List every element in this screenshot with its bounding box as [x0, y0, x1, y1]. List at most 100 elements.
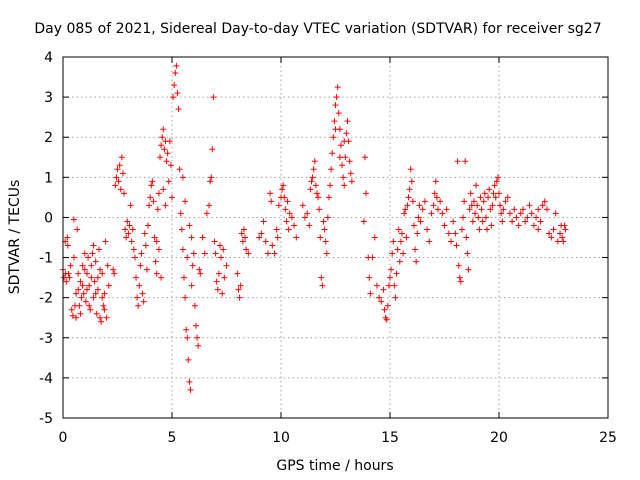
data-point [537, 218, 544, 225]
data-point [467, 190, 474, 197]
y-tick-label: 4 [44, 50, 53, 66]
data-point [557, 230, 564, 237]
y-tick-label: 1 [44, 170, 53, 186]
data-point [203, 210, 210, 217]
data-point [405, 194, 412, 201]
data-point [498, 210, 505, 217]
data-point [391, 282, 398, 289]
data-point [104, 262, 111, 269]
data-point [535, 226, 542, 233]
data-point [239, 238, 246, 245]
plot-frame [62, 56, 609, 419]
data-point [552, 210, 559, 217]
data-point [221, 274, 228, 281]
data-point [101, 306, 108, 313]
data-point [480, 198, 487, 205]
data-point [90, 242, 97, 249]
data-point [121, 190, 128, 197]
data-point [402, 206, 409, 213]
data-point [129, 226, 136, 233]
data-point [324, 214, 331, 221]
data-point [430, 202, 437, 209]
data-point [473, 182, 480, 189]
data-point [452, 230, 459, 237]
data-point [443, 206, 450, 213]
data-point [470, 198, 477, 205]
data-point [363, 190, 370, 197]
data-point [61, 274, 68, 281]
data-point [522, 218, 529, 225]
data-point [258, 230, 265, 237]
data-point [70, 216, 77, 223]
data-point [325, 194, 332, 201]
data-point [173, 62, 180, 69]
data-point [155, 190, 162, 197]
data-point [273, 226, 280, 233]
data-point [448, 238, 455, 245]
data-point [319, 282, 326, 289]
data-point [511, 206, 518, 213]
data-point [457, 278, 464, 285]
data-point [526, 202, 533, 209]
y-tick-label: -1 [39, 251, 53, 267]
data-point [535, 206, 542, 213]
data-point [167, 162, 174, 169]
data-point [151, 234, 158, 241]
data-point [336, 154, 343, 161]
data-point [274, 234, 281, 241]
data-point [91, 278, 98, 285]
data-point [81, 250, 88, 257]
data-point [88, 262, 95, 269]
data-point [115, 178, 122, 185]
data-point [180, 274, 187, 281]
data-point [330, 134, 337, 141]
data-point [493, 178, 500, 185]
data-point [194, 334, 201, 341]
y-tick-label: 0 [44, 210, 53, 226]
data-point [311, 158, 318, 165]
data-point [236, 294, 243, 301]
data-point [393, 270, 400, 277]
data-point [490, 190, 497, 197]
data-point [201, 250, 208, 257]
data-point [519, 206, 526, 213]
data-point [342, 154, 349, 161]
data-point [164, 150, 171, 157]
data-point [138, 250, 145, 257]
gridlines [63, 57, 608, 418]
data-point [92, 290, 99, 297]
data-point [130, 246, 137, 253]
data-point [123, 234, 130, 241]
data-point [137, 262, 144, 269]
y-tick-labels: -5 -4 -3 -2 -1 0 1 2 3 4 [39, 50, 53, 427]
data-point [245, 250, 252, 257]
data-point [407, 166, 414, 173]
data-point [486, 186, 493, 193]
data-point [158, 274, 165, 281]
data-point [500, 206, 507, 213]
data-point [421, 198, 428, 205]
data-point [262, 238, 269, 245]
data-point [284, 198, 291, 205]
data-point [341, 138, 348, 145]
data-point [344, 118, 351, 125]
data-point [234, 270, 241, 277]
data-point [329, 150, 336, 157]
data-point [562, 226, 569, 233]
data-point [560, 238, 567, 245]
data-point [183, 326, 190, 333]
data-point [102, 238, 109, 245]
data-point [434, 206, 441, 213]
data-point [157, 154, 164, 161]
data-point [214, 286, 221, 293]
data-point [426, 238, 433, 245]
data-point [135, 302, 142, 309]
data-point [343, 130, 350, 137]
data-point [146, 202, 153, 209]
data-point [85, 254, 92, 261]
data-point [119, 170, 126, 177]
data-point [548, 234, 555, 241]
data-point [496, 190, 502, 197]
data-point [301, 214, 308, 221]
data-point [488, 222, 495, 229]
